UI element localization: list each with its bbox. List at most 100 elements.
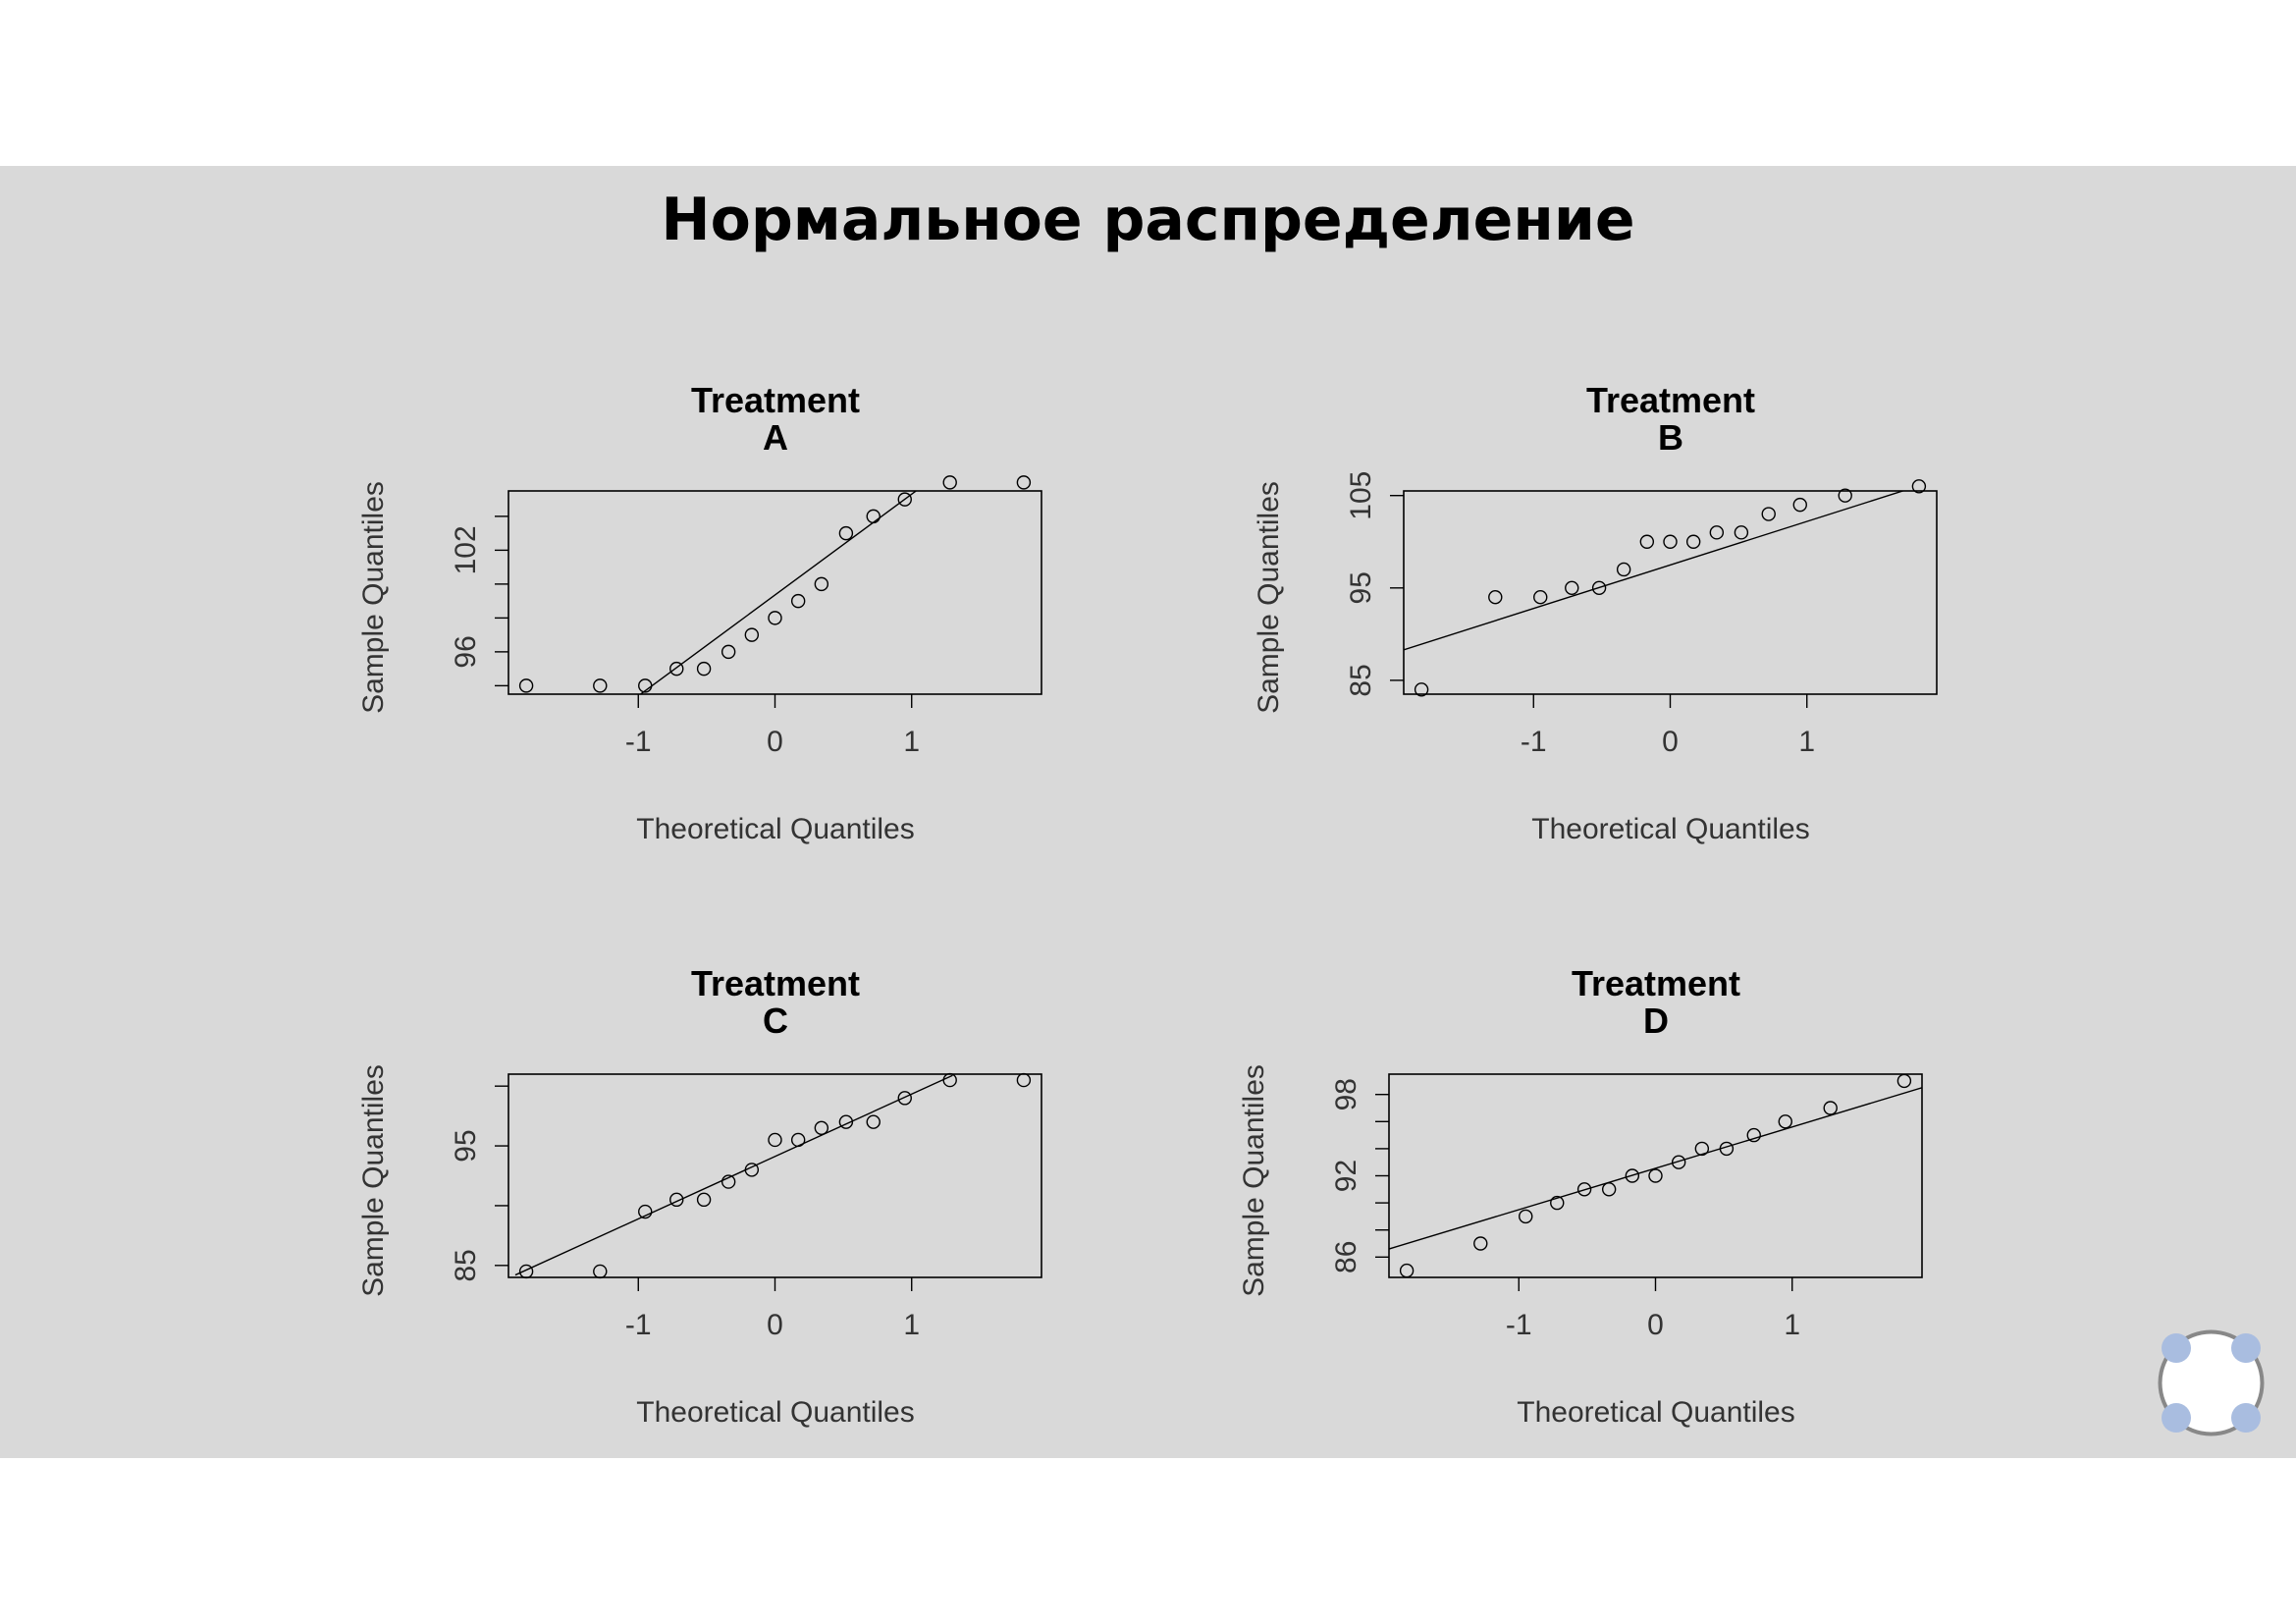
- x-tick-label: 0: [767, 1309, 783, 1341]
- y-axis-label: Sample Quantiles: [1238, 1064, 1270, 1297]
- x-tick-label: -1: [1521, 726, 1547, 758]
- x-tick-label: -1: [625, 726, 652, 758]
- plot-title-line: Treatment: [1586, 380, 1755, 420]
- data-point: [1709, 525, 1725, 540]
- data-point: [518, 1264, 534, 1279]
- y-tick-label: 85: [450, 1249, 482, 1281]
- x-tick-label: 1: [903, 726, 920, 758]
- data-point: [1625, 1168, 1640, 1183]
- x-tick-label: 1: [1784, 1309, 1800, 1341]
- data-point: [1761, 507, 1776, 521]
- y-tick-label: 102: [450, 525, 482, 574]
- plot-frame: [507, 490, 1042, 695]
- plot-frame: [1388, 1073, 1923, 1278]
- data-point: [866, 509, 881, 524]
- data-point: [1565, 580, 1579, 595]
- plot-title-line: Treatment: [691, 380, 860, 420]
- plot-title-line: Treatment: [1572, 963, 1740, 1003]
- data-point: [1896, 1073, 1912, 1089]
- data-point: [1616, 562, 1631, 577]
- data-point: [1533, 590, 1548, 605]
- y-tick-label: 105: [1345, 471, 1377, 520]
- qq-reference-line: [514, 1074, 953, 1276]
- qq-reference-line: [639, 491, 918, 694]
- plot-title-letter: B: [1658, 417, 1683, 458]
- data-point: [1016, 1072, 1032, 1088]
- data-point: [897, 1091, 912, 1106]
- data-point: [866, 1114, 881, 1129]
- data-point: [1671, 1155, 1686, 1169]
- data-point: [942, 1072, 957, 1088]
- data-point: [768, 1132, 782, 1148]
- x-tick-label: 1: [1798, 726, 1815, 758]
- data-point: [790, 1132, 806, 1148]
- data-point: [1016, 475, 1032, 490]
- y-axis-label: Sample Quantiles: [357, 1064, 390, 1297]
- data-point: [696, 1192, 712, 1208]
- nav-dot-icon: [2162, 1403, 2191, 1433]
- x-tick-label: 0: [767, 726, 783, 758]
- data-point: [1734, 525, 1749, 540]
- nav-dot-icon: [2231, 1403, 2261, 1433]
- data-point: [638, 1204, 653, 1219]
- data-point: [1473, 1236, 1488, 1251]
- data-point: [1550, 1195, 1565, 1211]
- data-point: [669, 661, 684, 677]
- plot-title-letter: C: [763, 1001, 788, 1041]
- slide-navigation-widget[interactable]: [2155, 1326, 2268, 1439]
- data-point: [1601, 1182, 1617, 1197]
- data-point: [1911, 479, 1927, 494]
- data-point: [942, 475, 957, 490]
- data-point: [744, 1163, 760, 1177]
- x-tick-label: 1: [903, 1309, 920, 1341]
- data-point: [1778, 1114, 1792, 1129]
- data-point: [638, 678, 653, 693]
- data-point: [814, 576, 829, 592]
- qq-reference-line: [1389, 1087, 1922, 1250]
- x-axis-label: Theoretical Quantiles: [636, 813, 914, 845]
- data-point: [1685, 534, 1701, 549]
- y-tick-label: 95: [450, 1129, 482, 1162]
- x-tick-label: -1: [625, 1309, 652, 1341]
- data-point: [1639, 534, 1655, 549]
- data-point: [721, 1174, 736, 1189]
- data-point: [669, 1192, 684, 1208]
- y-axis-label: Sample Quantiles: [357, 481, 390, 714]
- x-axis-label: Theoretical Quantiles: [1531, 813, 1809, 845]
- data-point: [1792, 497, 1807, 513]
- slide-title: Нормальное распределение: [661, 186, 1635, 254]
- nav-dot-icon: [2231, 1333, 2261, 1363]
- x-tick-label: 0: [1647, 1309, 1664, 1341]
- data-point: [593, 1264, 608, 1279]
- slide-background: [0, 166, 2296, 1458]
- data-point: [1399, 1263, 1415, 1278]
- y-tick-label: 86: [1330, 1241, 1362, 1273]
- plot-frame: [1403, 490, 1938, 695]
- data-point: [1591, 580, 1607, 595]
- plot-frame: [507, 1073, 1042, 1278]
- y-tick-label: 95: [1345, 571, 1377, 604]
- data-point: [768, 611, 782, 625]
- data-point: [838, 525, 854, 541]
- data-point: [897, 492, 912, 507]
- data-point: [838, 1114, 854, 1129]
- y-tick-label: 96: [450, 635, 482, 668]
- x-axis-label: Theoretical Quantiles: [1517, 1396, 1794, 1429]
- y-tick-label: 92: [1330, 1160, 1362, 1192]
- data-point: [1694, 1141, 1710, 1157]
- data-point: [593, 678, 608, 693]
- plot-title-letter: A: [763, 417, 788, 458]
- x-tick-label: -1: [1506, 1309, 1532, 1341]
- data-point: [1823, 1101, 1838, 1115]
- data-point: [814, 1120, 829, 1135]
- data-point: [1746, 1127, 1761, 1143]
- data-point: [1488, 590, 1503, 605]
- data-point: [1414, 682, 1429, 697]
- data-point: [696, 661, 712, 677]
- data-point: [744, 627, 760, 642]
